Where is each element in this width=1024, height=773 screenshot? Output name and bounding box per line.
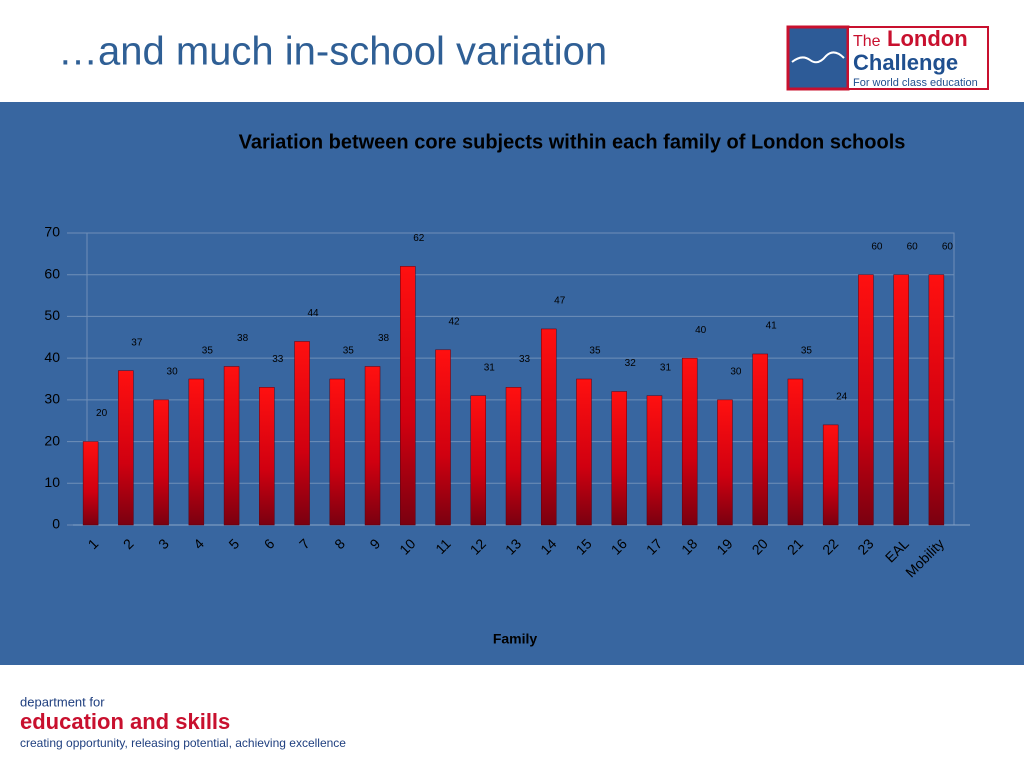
value-label: 47 [554, 296, 566, 307]
bar [223, 366, 240, 526]
logo-london: London [887, 26, 968, 51]
value-label: 20 [96, 408, 108, 419]
bar [717, 399, 733, 526]
value-label: 60 [871, 241, 883, 252]
value-label: 30 [167, 366, 179, 377]
logo-river [791, 51, 845, 64]
chart-panel [0, 102, 1024, 665]
bar [259, 387, 275, 526]
bar [400, 266, 416, 526]
bar [82, 441, 99, 526]
y-tick-label: 30 [44, 391, 60, 407]
bar [893, 274, 909, 526]
value-label: 24 [836, 392, 848, 403]
value-label: 42 [448, 316, 460, 327]
bar [540, 328, 557, 526]
value-label: 40 [695, 325, 707, 336]
logo: The London Challenge For world class edu… [786, 25, 989, 91]
logo-tagline: For world class education [853, 77, 978, 89]
bar [787, 378, 804, 526]
value-label: 35 [589, 346, 601, 357]
bar [681, 357, 698, 526]
bar [294, 341, 310, 526]
value-label: 35 [343, 346, 355, 357]
value-label: 60 [942, 241, 954, 252]
plot: 0102030405060701202373304355386337448359… [44, 224, 970, 580]
y-tick-label: 20 [44, 432, 60, 448]
y-tick-label: 0 [52, 516, 60, 532]
value-label: 33 [272, 354, 284, 365]
bar [364, 366, 381, 526]
value-label: 30 [730, 366, 742, 377]
bar [435, 349, 451, 526]
value-label: 31 [660, 362, 672, 373]
bar [576, 378, 592, 526]
slide-title: …and much in-school variation [58, 30, 607, 74]
value-label: 38 [378, 333, 390, 344]
bar [470, 395, 487, 526]
bar [329, 378, 346, 526]
value-label: 32 [625, 358, 637, 369]
value-label: 41 [766, 321, 778, 332]
value-label: 33 [519, 354, 531, 365]
logo-challenge: Challenge [853, 50, 958, 75]
bar [752, 353, 768, 526]
y-tick-label: 70 [44, 224, 60, 240]
bar [646, 395, 663, 526]
logo-the: The [853, 33, 881, 50]
y-tick-label: 10 [44, 474, 60, 490]
x-axis-title: Family [493, 631, 538, 647]
y-tick-label: 60 [44, 265, 60, 281]
value-label: 37 [131, 337, 143, 348]
bar [153, 399, 169, 526]
y-tick-label: 50 [44, 307, 60, 323]
value-label: 35 [801, 346, 813, 357]
bar [505, 387, 522, 526]
value-label: 62 [413, 233, 425, 244]
value-label: 38 [237, 333, 249, 344]
bar [611, 391, 627, 526]
bar [928, 274, 945, 526]
bar [118, 370, 134, 526]
value-label: 44 [307, 308, 319, 319]
y-tick-label: 40 [44, 349, 60, 365]
value-label: 31 [484, 362, 496, 373]
bar [822, 424, 839, 526]
logo-box [847, 26, 989, 90]
bar [188, 378, 205, 526]
chart-title: Variation between core subjects within e… [239, 131, 906, 153]
value-label: 35 [202, 346, 214, 357]
bar [858, 274, 874, 526]
footer-line1: department for [20, 694, 105, 709]
footer-line2: education and skills [20, 709, 230, 734]
footer-line3: creating opportunity, releasing potentia… [20, 736, 346, 750]
value-label: 60 [907, 241, 919, 252]
